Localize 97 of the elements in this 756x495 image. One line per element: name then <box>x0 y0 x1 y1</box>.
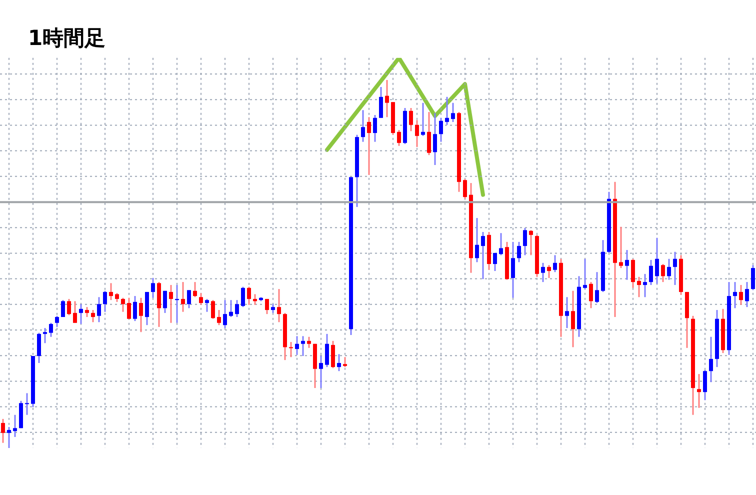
candlestick <box>397 129 401 147</box>
candlestick <box>181 281 185 313</box>
candlestick <box>571 290 575 348</box>
candlestick <box>241 286 245 308</box>
candlestick <box>1 418 5 444</box>
candlestick <box>361 109 365 143</box>
candlestick <box>139 297 143 333</box>
candlestick <box>289 341 293 358</box>
candlestick <box>619 226 623 269</box>
candlestick <box>277 288 281 323</box>
candlestick <box>451 102 455 123</box>
candlestick <box>463 178 467 200</box>
candlestick <box>553 254 557 273</box>
candlestick <box>331 340 335 369</box>
candlestick <box>439 117 443 143</box>
candlestick <box>493 252 497 272</box>
candlestick <box>247 286 251 306</box>
candlestick <box>655 237 659 285</box>
candlestick <box>343 356 347 368</box>
candlestick <box>709 336 713 383</box>
candlestick <box>367 116 371 176</box>
candlestick <box>379 86 383 119</box>
candlestick <box>445 96 449 126</box>
candlestick <box>109 282 113 301</box>
candlestick <box>547 264 551 279</box>
candlestick <box>265 298 269 315</box>
candlestick <box>235 299 239 318</box>
candlestick <box>433 112 437 166</box>
candlestick <box>301 335 305 357</box>
candlestick <box>229 299 233 318</box>
candlestick <box>667 258 671 281</box>
candlestick <box>373 114 377 143</box>
candlestick <box>475 217 479 263</box>
candlestick <box>751 264 755 291</box>
candlestick <box>79 303 83 325</box>
candlestick <box>73 300 77 324</box>
candlestick <box>7 426 11 448</box>
candlestick <box>13 414 17 438</box>
candlestick <box>631 258 635 289</box>
candlestick <box>589 281 593 309</box>
candlestick <box>415 119 419 148</box>
candlestick <box>217 309 221 326</box>
candlestick <box>37 332 41 364</box>
candlestick <box>307 336 311 349</box>
candlestick <box>67 298 71 316</box>
candlestick <box>637 276 641 298</box>
candlestick <box>625 249 629 281</box>
candlestick <box>529 229 533 256</box>
candlestick <box>517 241 521 263</box>
candlestick <box>187 289 191 309</box>
candlestick <box>103 290 107 313</box>
candlestick <box>499 232 503 256</box>
candlestick <box>97 296 101 323</box>
candlestick <box>43 327 47 344</box>
candlestick <box>661 263 665 283</box>
candlestick <box>523 227 527 256</box>
candlestick <box>481 231 485 280</box>
candlestick <box>583 258 587 290</box>
candlestick <box>133 295 137 322</box>
candlestick <box>295 335 299 356</box>
candlestick <box>703 369 707 401</box>
candlestick <box>91 309 95 323</box>
candlestick <box>697 373 701 409</box>
candlestick <box>325 333 329 368</box>
candlestick <box>409 107 413 132</box>
candlestick <box>673 251 677 286</box>
candlestick <box>643 273 647 298</box>
candlestick <box>25 392 29 416</box>
candlestick <box>649 259 653 286</box>
chart-title: 1時間足 <box>28 26 106 50</box>
candlestick <box>151 277 155 299</box>
candlestick <box>421 102 425 137</box>
candlestick <box>211 299 215 320</box>
candlestick <box>385 79 389 118</box>
candlestick <box>733 281 737 309</box>
candlestick <box>565 296 569 329</box>
candlestick <box>427 111 431 156</box>
candlestick <box>319 355 323 389</box>
candlestick <box>127 297 131 320</box>
candlestick <box>223 299 227 329</box>
candlestick <box>745 281 749 308</box>
candlestick <box>85 306 89 318</box>
candlestick <box>199 292 203 306</box>
candlestick <box>739 284 743 306</box>
candlestick <box>541 262 545 283</box>
candlestick <box>61 299 65 318</box>
candlestick <box>49 322 53 338</box>
candlestick <box>337 353 341 372</box>
candlestick <box>511 241 515 299</box>
candlestick <box>253 293 257 306</box>
candlestick <box>121 297 125 313</box>
candlestick <box>169 284 173 324</box>
candlestick <box>205 298 209 313</box>
candlestick <box>55 315 59 328</box>
candlestick <box>163 290 167 314</box>
candlestick <box>595 271 599 304</box>
candlestick <box>193 281 197 298</box>
